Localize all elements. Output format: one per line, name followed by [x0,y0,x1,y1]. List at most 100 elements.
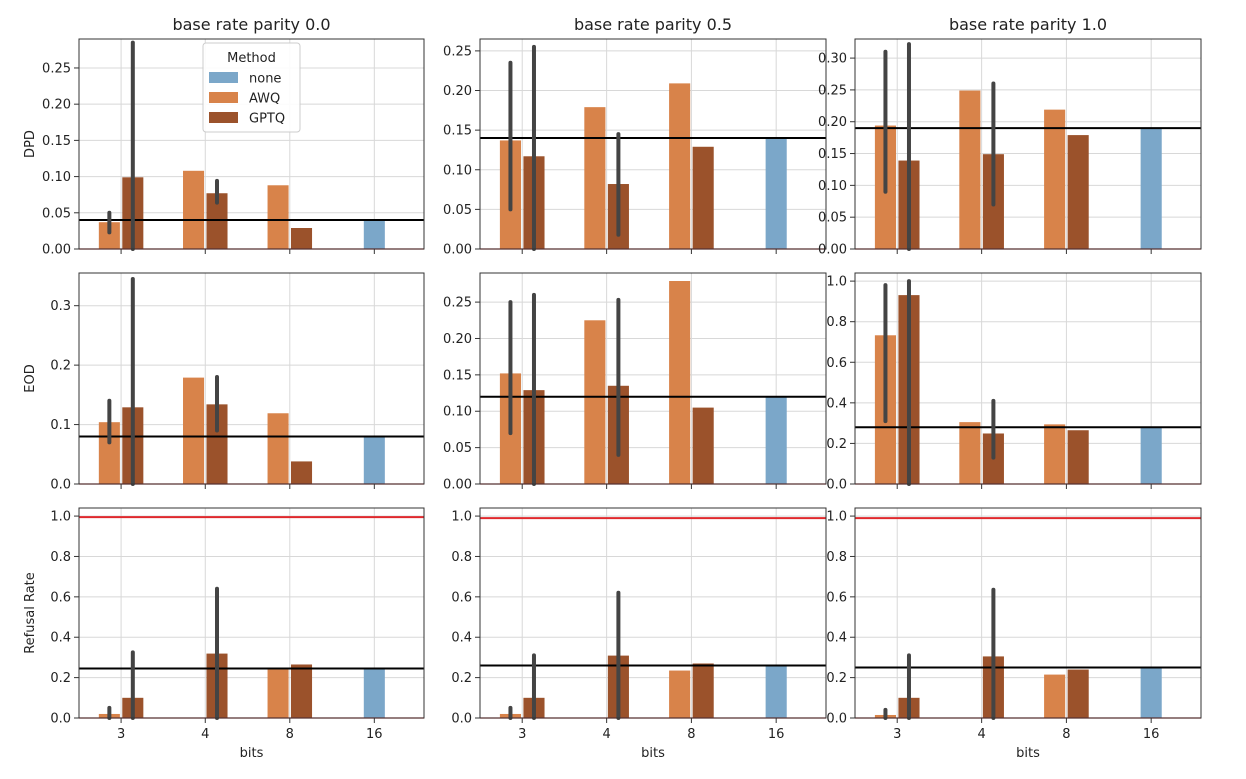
y-tick-label: 1.0 [451,510,472,525]
panel-1-0: 0.0 0.1 0.2 0.3 EOD [23,272,425,493]
x-axis-label: bits [240,746,264,761]
bar-none-16 [1140,427,1162,484]
y-tick-label: 0.4 [826,396,847,411]
legend-swatch-gptq [209,112,238,123]
y-tick-label: 0.05 [42,206,71,221]
y-tick-label: 0.20 [818,115,847,130]
bar-awq-4 [183,170,205,249]
panel-title: base rate parity 0.0 [172,15,330,34]
bar-gptq-8 [1067,135,1089,249]
x-tick-label: 4 [602,727,610,742]
y-tick-label: 0.0 [50,712,71,727]
legend-box [202,42,301,133]
x-axis-label: bits [1016,746,1040,761]
y-tick-label: 0.6 [50,590,71,605]
x-tick-label: 8 [286,727,294,742]
bar-gptq-8 [692,146,714,249]
panel-title: base rate parity 0.5 [574,15,732,34]
y-tick-label: 0.05 [443,441,472,456]
y-tick-label: 0.05 [818,211,847,226]
bar-gptq-8 [291,461,313,484]
panel-1-2: 0.0 0.2 0.4 0.6 0.8 1.0 [826,272,1202,493]
y-tick-label: 0.8 [50,550,71,565]
panel-2-0: 0.0 0.2 0.4 0.6 0.8 1.0 3 4 8 16 bits Refusal Rate [23,507,425,761]
y-tick-label: 0.8 [826,315,847,330]
legend: Method none AWQ GPTQ [202,42,301,133]
y-tick-label: 0.4 [50,631,71,646]
bar-none-16 [363,220,385,249]
axes-frame [78,38,425,250]
bar-awq-4 [584,107,606,249]
bar-awq-8 [1044,109,1066,250]
axes-frame [854,272,1202,485]
y-tick-label: 0.6 [826,356,847,371]
bar-awq-4 [183,377,205,484]
legend-title: Method [227,51,276,66]
bar-awq-4 [959,422,981,484]
y-tick-label: 0.8 [451,550,472,565]
y-tick-label: 0.30 [818,52,847,67]
y-tick-label: 1.0 [826,510,847,525]
y-tick-label: 0.25 [818,83,847,98]
bar-gptq-8 [1067,430,1089,484]
y-tick-label: 0.00 [42,243,71,258]
panel-0-2: 0.00 0.05 0.10 0.15 0.20 0.25 0.30 base rate pa… [818,15,1202,258]
y-tick-label: 0.1 [50,418,71,433]
x-tick-label: 8 [687,727,695,742]
legend-swatch-none [209,72,238,83]
bar-awq-4 [959,90,981,249]
bar-awq-8 [669,281,691,484]
y-tick-label: 0.2 [826,671,847,686]
panel-2-2: 0.0 0.2 0.4 0.6 0.8 1.0 3 4 8 16 bits [826,507,1202,761]
bar-awq-3 [98,222,120,249]
x-tick-label: 4 [201,727,209,742]
y-tick-label: 0.4 [826,631,847,646]
axes-frame [479,272,827,485]
bar-awq-8 [1044,674,1066,718]
y-tick-label: 0.10 [42,170,71,185]
axes-frame [854,507,1202,719]
y-tick-label: 0.15 [443,124,472,139]
bar-gptq-4 [206,404,228,484]
axes-frame [479,507,827,719]
x-tick-label: 3 [117,727,125,742]
x-axis-label: bits [641,746,665,761]
y-tick-label: 1.0 [826,275,847,290]
y-tick-label: 0.15 [443,368,472,383]
legend-label-gptq: GPTQ [249,112,285,127]
bar-gptq-8 [692,407,714,484]
bar-awq-8 [669,670,691,718]
y-tick-label: 0.00 [818,243,847,258]
bar-awq-3 [98,422,120,484]
panel-2-1: 0.0 0.2 0.4 0.6 0.8 1.0 3 4 8 16 bits [451,507,827,761]
bar-none-16 [765,665,787,718]
legend-label-awq: AWQ [249,92,280,107]
bar-awq-8 [267,669,289,718]
axes-frame [479,38,827,250]
y-tick-label: 0.25 [443,296,472,311]
y-tick-label: 0.05 [443,203,472,218]
bar-gptq-4 [206,193,228,249]
bar-none-16 [765,396,787,484]
y-tick-label: 0.20 [443,84,472,99]
y-tick-label: 0.6 [451,590,472,605]
y-tick-label: 0.0 [826,712,847,727]
y-axis-label: DPD [23,130,38,158]
panel-0-1: 0.00 0.05 0.10 0.15 0.20 0.25 base rate parity… [443,15,827,258]
axes-frame [854,38,1202,250]
y-tick-label: 0.3 [50,299,71,314]
y-tick-label: 0.2 [50,359,71,374]
y-axis-label: Refusal Rate [23,572,38,654]
y-tick-label: 0.6 [826,590,847,605]
x-tick-label: 16 [768,727,785,742]
bar-none-16 [363,436,385,484]
y-tick-label: 0.10 [443,405,472,420]
y-tick-label: 0.25 [443,44,472,59]
bar-none-16 [1140,128,1162,249]
y-tick-label: 0.00 [443,243,472,258]
axes-frame [78,272,425,485]
bar-gptq-8 [692,663,714,718]
y-axis-label: EOD [23,364,38,392]
bar-gptq-8 [291,228,313,249]
y-tick-label: 0.8 [826,550,847,565]
